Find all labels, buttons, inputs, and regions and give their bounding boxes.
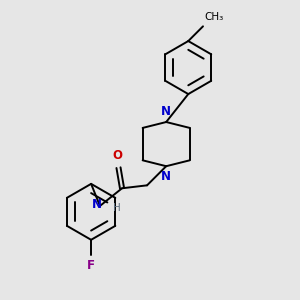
Text: O: O: [112, 149, 122, 162]
Text: CH₃: CH₃: [205, 12, 224, 22]
Text: H: H: [113, 203, 121, 213]
Text: N: N: [161, 170, 171, 183]
Text: F: F: [87, 259, 95, 272]
Text: N: N: [161, 106, 171, 118]
Text: N: N: [92, 198, 102, 211]
